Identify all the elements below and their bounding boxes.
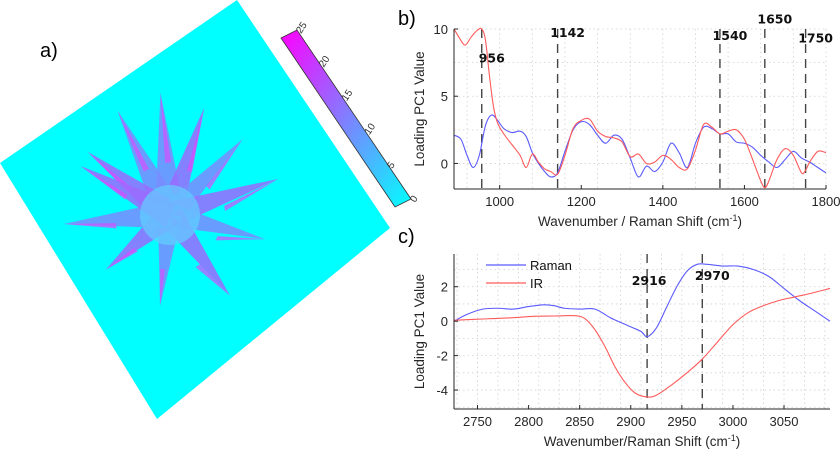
peak-annotation: 956 <box>479 51 505 66</box>
y-tick-label: -4 <box>436 383 448 398</box>
x-tick-label: 2750 <box>463 414 492 429</box>
chart-c-series <box>453 263 831 398</box>
surface-center <box>140 185 200 245</box>
chart-c-annotations: 2916 2970 <box>632 268 730 288</box>
peak-annotation: 2970 <box>695 268 730 283</box>
x-tick-label: 1000 <box>485 194 514 209</box>
y-axis-label: Loading PC1 Value <box>412 274 427 389</box>
surface-arm-peak <box>159 268 165 306</box>
x-tick-label: 1400 <box>648 194 677 209</box>
x-tick-label: 1800 <box>812 194 840 209</box>
legend-label-ir: IR <box>530 276 543 291</box>
x-tick-label: 3000 <box>718 414 747 429</box>
colorbar-tick-label: 0 <box>408 194 420 205</box>
y-tick-label: 0 <box>441 314 448 329</box>
x-axis-label: Wavenumber/Raman Shift (cm-1) <box>544 433 741 449</box>
peak-annotation: 1540 <box>713 28 748 43</box>
peak-annotation: 1650 <box>757 12 792 27</box>
colorbar-bar <box>280 29 412 208</box>
surface-arms <box>63 92 279 306</box>
x-axis-label: Wavenumber / Raman Shift (cm-1) <box>538 213 742 229</box>
colorbar-tick-label: 5 <box>386 160 398 171</box>
y-tick-label: 0 <box>441 156 448 171</box>
chart-b-series <box>453 27 827 189</box>
x-tick-label: 2950 <box>667 414 696 429</box>
series-line-ir <box>453 287 831 398</box>
chart-c-axes: 2750 2800 2850 2900 2950 3000 3050 -4 -2 0 2 Wavenu… <box>412 254 830 449</box>
series-line-raman <box>453 114 827 178</box>
x-tick-label: 2800 <box>514 414 543 429</box>
surface-arm-peak <box>187 107 205 173</box>
chart-b-vlines <box>481 29 807 189</box>
series-line-raman <box>453 263 831 338</box>
chart-b-grid <box>454 28 827 189</box>
surface-arm-peak <box>206 138 243 190</box>
legend-label-raman: Raman <box>530 258 572 273</box>
surface-arm-peak <box>195 264 230 296</box>
peak-annotation: 1142 <box>550 25 585 40</box>
surface-arm-peak <box>105 248 138 270</box>
x-tick-label: 3050 <box>770 414 799 429</box>
x-tick-label: 1600 <box>730 194 759 209</box>
peak-annotation: 2916 <box>632 273 667 288</box>
series-line-ir <box>453 27 827 189</box>
chart-b-annotations: 956 1142 1540 1650 1750 <box>479 12 834 66</box>
y-tick-label: 10 <box>434 22 448 37</box>
surface-arm-peak <box>224 178 279 212</box>
surface-arm-peak <box>80 166 128 200</box>
x-tick-label: 2850 <box>565 414 594 429</box>
y-axis-label: Loading PC1 Value <box>412 51 427 166</box>
x-tick-label: 2900 <box>616 414 645 429</box>
panel-label-c: c) <box>398 226 415 248</box>
chart-c-vlines <box>646 254 703 409</box>
panel-label-b: b) <box>398 8 416 30</box>
chart-c-legend: Raman IR <box>486 258 572 291</box>
surface-arm-peak <box>117 110 149 172</box>
chart-c-grid <box>454 254 830 409</box>
surface-arm-peak <box>160 92 172 163</box>
x-tick-label: 1200 <box>567 194 596 209</box>
chart-b-axes: 1000 1200 1400 1600 1800 0 5 10 Wavenumber / Ram… <box>412 22 840 229</box>
panel-label-a: a) <box>40 40 58 62</box>
surface-arm-peak <box>215 236 266 241</box>
y-tick-label: 2 <box>441 280 448 295</box>
y-tick-label: 5 <box>441 89 448 104</box>
y-tick-label: -2 <box>436 349 448 364</box>
peak-annotation: 1750 <box>798 30 833 45</box>
surface-arm-peak <box>63 223 117 229</box>
